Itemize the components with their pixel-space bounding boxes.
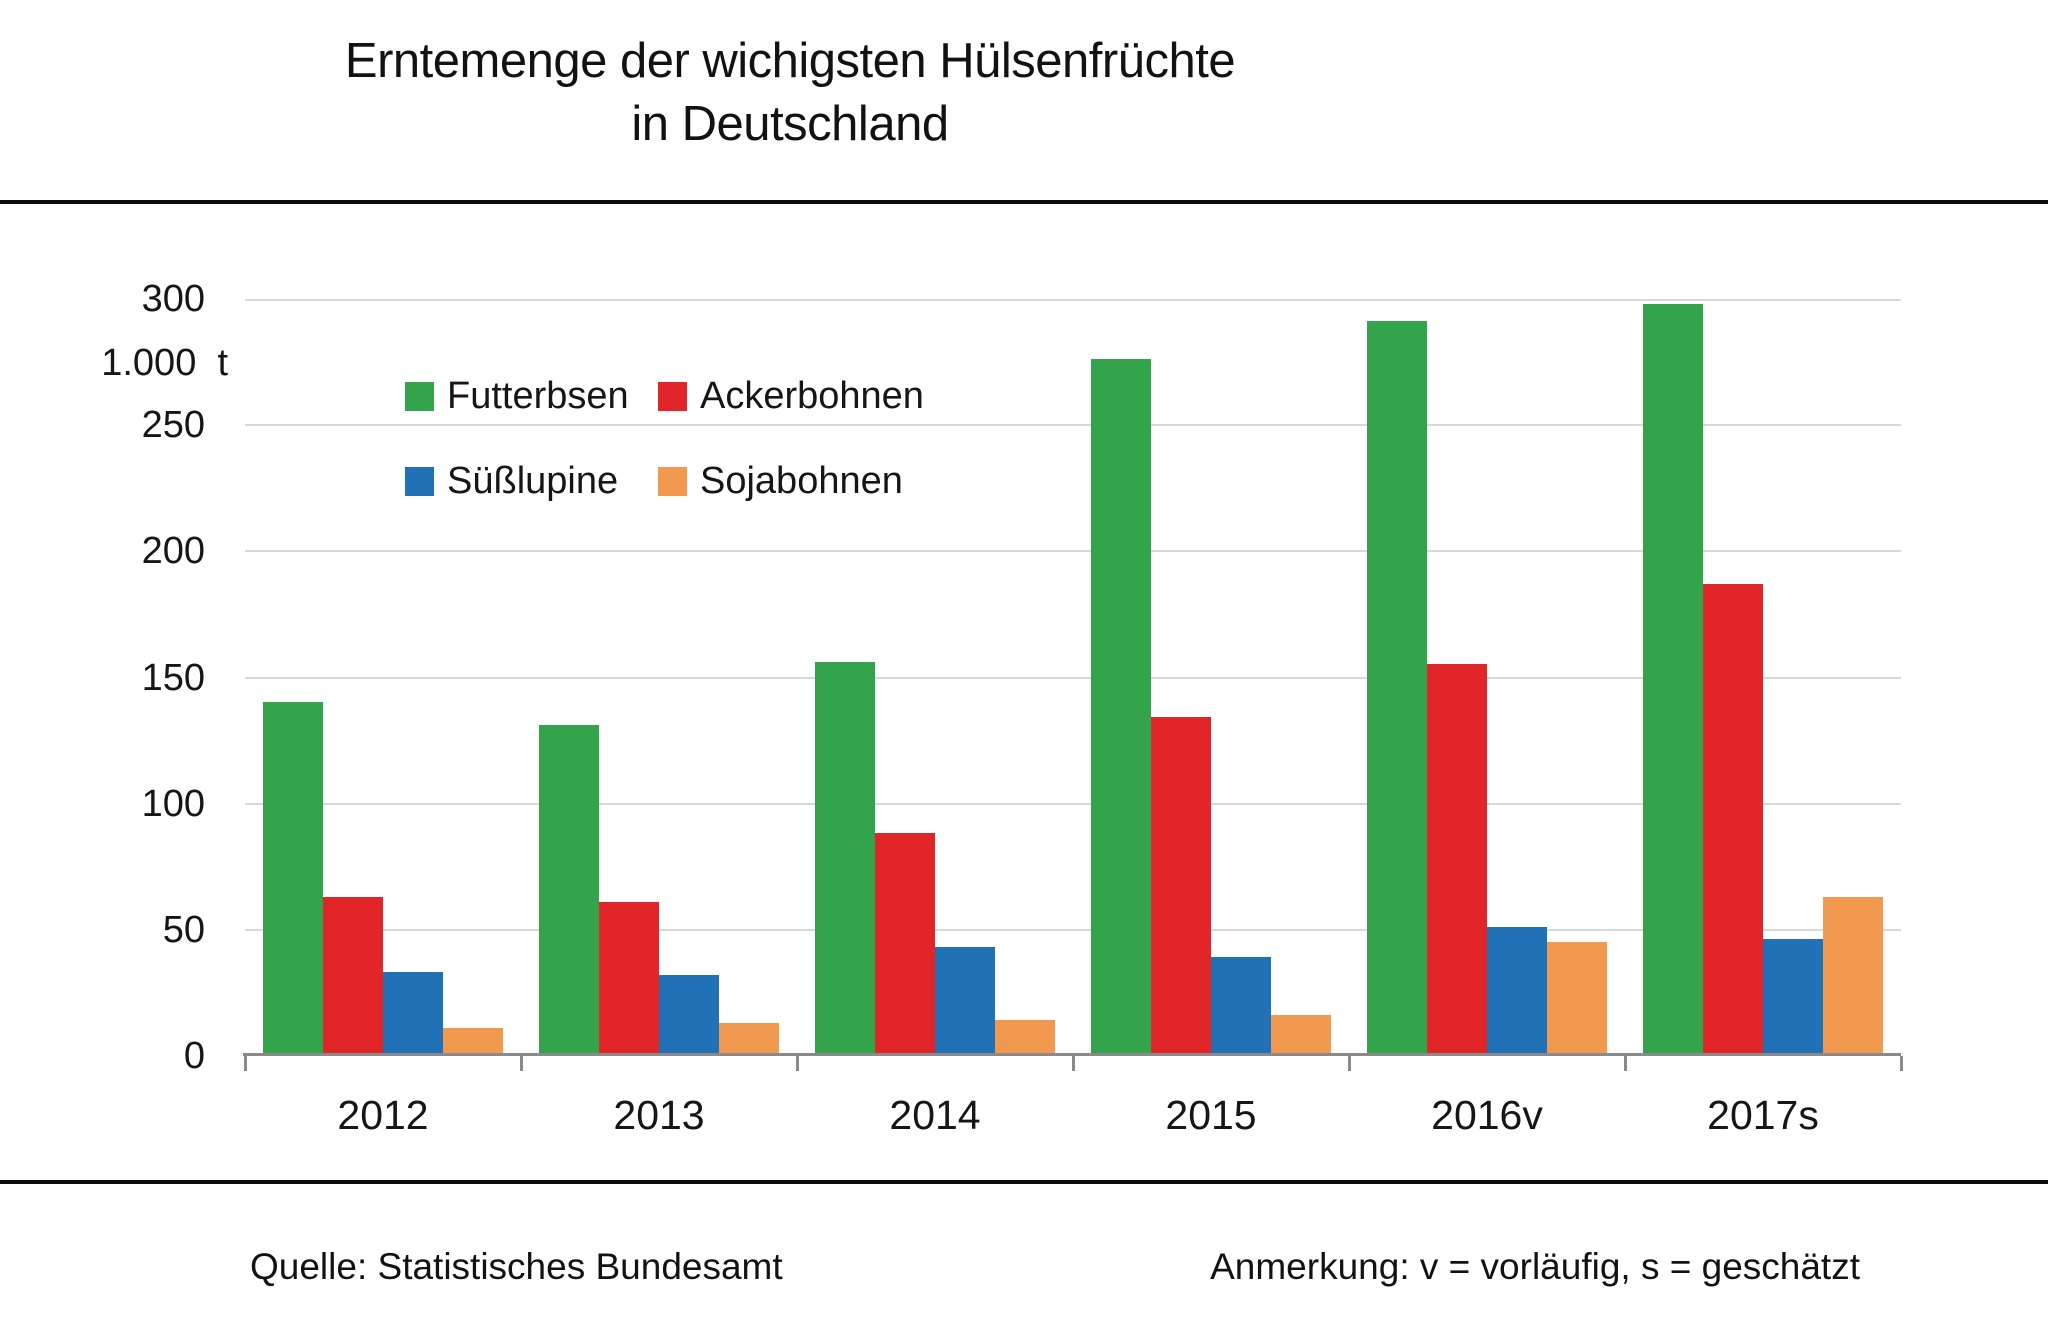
bar-ackerbohnen-2015 <box>1151 717 1211 1053</box>
gridline-150 <box>245 677 1901 679</box>
bar-s-lupine-2017s <box>1763 939 1823 1053</box>
legend-label-s-lupine: Süßlupine <box>447 459 619 502</box>
x-axis-tick <box>1900 1056 1903 1071</box>
bar-ackerbohnen-2014 <box>875 833 935 1053</box>
bar-ackerbohnen-2016v <box>1427 664 1487 1053</box>
bar-ackerbohnen-2013 <box>599 902 659 1053</box>
bar-s-lupine-2013 <box>659 975 719 1053</box>
bar-sojabohnen-2012 <box>443 1028 503 1053</box>
legend-swatch-ackerbohnen <box>658 381 687 411</box>
x-axis-tick <box>796 1056 799 1071</box>
x-axis-tick <box>1348 1056 1351 1071</box>
bar-group-2013 <box>521 299 797 1053</box>
y-tick-label-300: 300 <box>141 278 205 320</box>
legend-label-sojabohnen: Sojabohnen <box>700 459 903 502</box>
bar-s-lupine-2016v <box>1487 927 1547 1053</box>
chart-title-line1: Erntemenge der wichigsten Hülsenfrüchte <box>344 34 1236 88</box>
annotation-note: Anmerkung: v = vorläufig, s = geschätzt <box>1210 1246 1860 1287</box>
legend-swatch-futterbsen <box>405 381 434 411</box>
bar-futterbsen-2016v <box>1367 321 1427 1053</box>
bar-ackerbohnen-2012 <box>323 897 383 1053</box>
gridline-50 <box>245 929 1901 931</box>
bar-sojabohnen-2017s <box>1823 897 1883 1053</box>
bar-group-2017s <box>1625 299 1901 1053</box>
legend-item-futterbsen: Futterbsen <box>405 374 629 418</box>
legend-item-sojabohnen: Sojabohnen <box>658 459 903 503</box>
y-tick-label-200: 200 <box>141 530 205 572</box>
bar-group-2016v <box>1349 299 1625 1053</box>
legend-label-ackerbohnen: Ackerbohnen <box>700 374 924 417</box>
plot-area <box>243 299 1903 1071</box>
gridline-300 <box>245 299 1901 301</box>
bar-group-2014 <box>797 299 1073 1053</box>
bar-group-2015 <box>1073 299 1349 1053</box>
x-tick-label-2014: 2014 <box>889 1092 981 1138</box>
y-tick-label-0: 0 <box>183 1035 205 1077</box>
y-tick-label-100: 100 <box>141 783 205 825</box>
bar-s-lupine-2012 <box>383 972 443 1053</box>
bar-ackerbohnen-2017s <box>1703 584 1763 1053</box>
bar-sojabohnen-2014 <box>995 1020 1055 1053</box>
legend-swatch-sojabohnen <box>658 466 687 496</box>
y-axis-unit-label: 1.000 t <box>101 342 228 384</box>
x-axis-tick <box>520 1056 523 1071</box>
bar-sojabohnen-2015 <box>1271 1015 1331 1053</box>
bar-sojabohnen-2013 <box>719 1023 779 1053</box>
bar-s-lupine-2014 <box>935 947 995 1053</box>
legend-item-s-lupine: Süßlupine <box>405 459 618 503</box>
x-axis-line <box>243 1053 1901 1056</box>
bar-futterbsen-2012 <box>263 702 323 1053</box>
gridline-200 <box>245 550 1901 552</box>
x-axis-tick <box>1624 1056 1627 1071</box>
x-tick-label-2013: 2013 <box>613 1092 705 1138</box>
legend-label-futterbsen: Futterbsen <box>447 374 629 417</box>
gridline-250 <box>245 424 1901 426</box>
chart-title-line2: in Deutschland <box>631 97 949 151</box>
bar-futterbsen-2015 <box>1091 359 1151 1053</box>
source-note: Quelle: Statistisches Bundesamt <box>250 1246 783 1287</box>
legend-swatch-s-lupine <box>405 466 434 496</box>
chart-title: Erntemenge der wichigsten Hülsenfrüchte … <box>0 30 1580 156</box>
bar-futterbsen-2014 <box>815 662 875 1053</box>
x-axis-tick <box>1072 1056 1075 1071</box>
bottom-divider <box>0 1180 2048 1184</box>
y-tick-label-150: 150 <box>141 657 205 699</box>
x-axis-tick <box>244 1056 247 1071</box>
bar-futterbsen-2017s <box>1643 304 1703 1053</box>
x-tick-label-2012: 2012 <box>337 1092 429 1138</box>
x-tick-label-2015: 2015 <box>1165 1092 1257 1138</box>
bar-s-lupine-2015 <box>1211 957 1271 1053</box>
y-tick-label-50: 50 <box>162 909 205 951</box>
x-tick-label-2016v: 2016v <box>1431 1092 1543 1138</box>
bar-futterbsen-2013 <box>539 725 599 1053</box>
top-divider <box>0 200 2048 204</box>
y-tick-label-250: 250 <box>141 404 205 446</box>
bar-sojabohnen-2016v <box>1547 942 1607 1053</box>
bar-group-2012 <box>245 299 521 1053</box>
gridline-100 <box>245 803 1901 805</box>
legend-item-ackerbohnen: Ackerbohnen <box>658 374 924 418</box>
x-tick-label-2017s: 2017s <box>1707 1092 1819 1138</box>
